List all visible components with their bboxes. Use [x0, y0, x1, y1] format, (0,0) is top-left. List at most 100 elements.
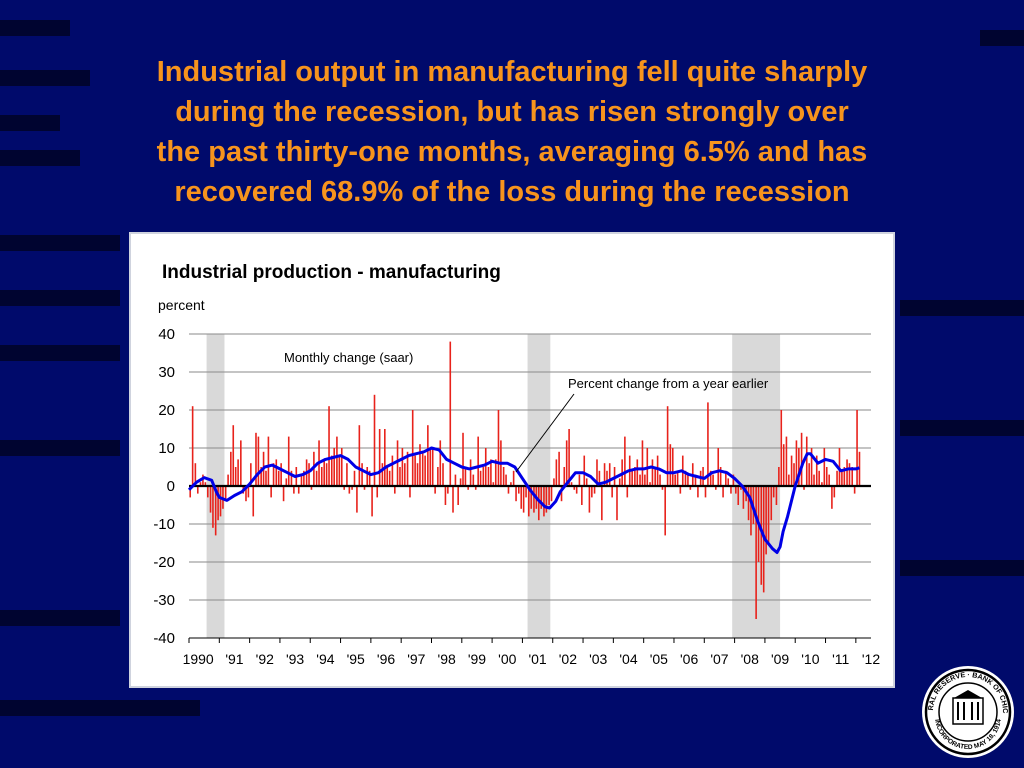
monthly-change-bar — [634, 467, 636, 486]
background-stripe — [900, 420, 1024, 436]
monthly-change-bar — [308, 463, 310, 486]
monthly-change-bar — [202, 474, 204, 486]
slide-title-line: recovered 68.9% of the loss during the r… — [174, 176, 850, 208]
monthly-change-bar — [603, 463, 606, 486]
monthly-change-bar — [368, 470, 371, 486]
monthly-change-bar — [272, 463, 275, 486]
monthly-change-bar — [760, 486, 763, 585]
monthly-change-bar — [411, 410, 414, 486]
monthly-change-bar — [664, 486, 666, 536]
monthly-change-bar — [361, 463, 363, 486]
monthly-change-bar — [694, 474, 697, 486]
monthly-change-bar — [798, 448, 800, 486]
monthly-change-bar — [717, 448, 720, 486]
monthly-change-bar — [212, 486, 214, 528]
monthly-change-bar — [856, 410, 858, 486]
monthly-change-bar — [782, 444, 785, 486]
monthly-change-bar — [525, 486, 527, 498]
monthly-change-bar — [401, 448, 404, 486]
monthly-change-bar — [287, 436, 290, 486]
monthly-change-bar — [803, 486, 805, 490]
slide-title-line: during the recession, but has risen stro… — [175, 96, 849, 128]
x-tick-label: '93 — [286, 651, 304, 667]
monthly-change-bar — [575, 486, 578, 494]
monthly-change-bar — [795, 440, 798, 486]
monthly-change-bar — [386, 467, 389, 486]
x-tick-label: '08 — [741, 651, 759, 667]
monthly-change-bar — [570, 482, 573, 486]
monthly-change-bar — [275, 459, 278, 486]
background-stripe — [0, 150, 80, 166]
monthly-change-bar — [568, 429, 570, 486]
x-tick-label: '09 — [771, 651, 789, 667]
monthly-change-bar — [330, 455, 333, 486]
monthly-change-bar — [371, 486, 373, 517]
monthly-change-bar — [719, 467, 722, 486]
monthly-change-bar — [573, 486, 576, 490]
chart-title: Industrial production - manufacturing — [162, 262, 501, 283]
monthly-change-bar — [477, 436, 479, 486]
monthly-change-bar — [434, 486, 436, 494]
monthly-change-bar — [659, 474, 661, 486]
monthly-change-bar — [676, 470, 679, 486]
monthly-change-bar — [631, 470, 633, 486]
x-tick-label: '11 — [832, 651, 849, 667]
monthly-change-bar — [250, 463, 252, 486]
background-stripe — [0, 20, 70, 36]
monthly-change-bar — [606, 470, 608, 486]
monthly-change-bar — [457, 486, 459, 505]
x-tick-label: '98 — [438, 651, 456, 667]
x-tick-label: '94 — [316, 651, 334, 667]
monthly-change-bar — [252, 486, 255, 517]
monthly-change-bar — [366, 467, 369, 486]
monthly-change-bar — [578, 474, 581, 486]
monthly-change-bar — [618, 478, 621, 486]
monthly-change-bar — [515, 486, 517, 502]
monthly-change-bar — [740, 486, 742, 490]
y-tick-label: -40 — [153, 630, 175, 647]
x-tick-label: '01 — [528, 651, 546, 667]
monthly-change-bar — [494, 459, 497, 486]
monthly-change-bar — [462, 432, 464, 486]
monthly-change-bar — [376, 486, 379, 498]
monthly-change-bar — [742, 486, 745, 509]
monthly-change-bar — [323, 459, 325, 486]
monthly-change-bar — [831, 486, 833, 509]
monthly-change-bar — [265, 470, 267, 486]
monthly-change-bar — [404, 463, 406, 486]
monthly-change-bar — [285, 478, 288, 486]
x-tick-label: '12 — [862, 651, 880, 667]
monthly-change-bar — [790, 455, 793, 486]
monthly-change-bar — [712, 474, 714, 486]
slide-title: Industrial output in manufacturing fell … — [40, 52, 984, 212]
monthly-change-bar — [661, 486, 664, 490]
x-tick-label: '07 — [710, 651, 728, 667]
y-tick-label: 30 — [158, 364, 175, 381]
monthly-change-bar — [775, 486, 778, 505]
monthly-change-bar — [828, 474, 830, 486]
monthly-change-bar — [530, 486, 533, 509]
monthly-change-bar — [593, 486, 596, 494]
monthly-change-bar — [336, 436, 338, 486]
monthly-change-bar — [260, 467, 262, 486]
slide-title-line: the past thirty-one months, averaging 6.… — [156, 136, 868, 168]
y-tick-label: 10 — [158, 440, 175, 457]
monthly-change-bar — [447, 486, 449, 494]
federal-reserve-seal-logo: FEDERAL RESERVE · BANK OF CHICAGO INCORP… — [920, 664, 1014, 758]
monthly-change-bar — [217, 486, 219, 521]
y-tick-label: -30 — [153, 592, 175, 609]
monthly-change-bar — [482, 467, 485, 486]
year-change-annotation: Percent change from a year earlier — [568, 376, 769, 391]
monthly-change-bar — [770, 486, 773, 521]
monthly-change-bar — [540, 486, 543, 509]
monthly-change-bar — [424, 455, 426, 486]
annotation-leader-line — [515, 393, 575, 473]
monthly-change-bar — [565, 440, 568, 486]
monthly-change-bar — [636, 459, 639, 486]
x-tick-label: '97 — [407, 651, 425, 667]
monthly-change-bar — [224, 486, 227, 502]
monthly-change-bar — [624, 436, 626, 486]
monthly-change-bar — [626, 486, 629, 498]
monthly-change-bar — [351, 486, 353, 490]
monthly-change-bar — [267, 436, 270, 486]
